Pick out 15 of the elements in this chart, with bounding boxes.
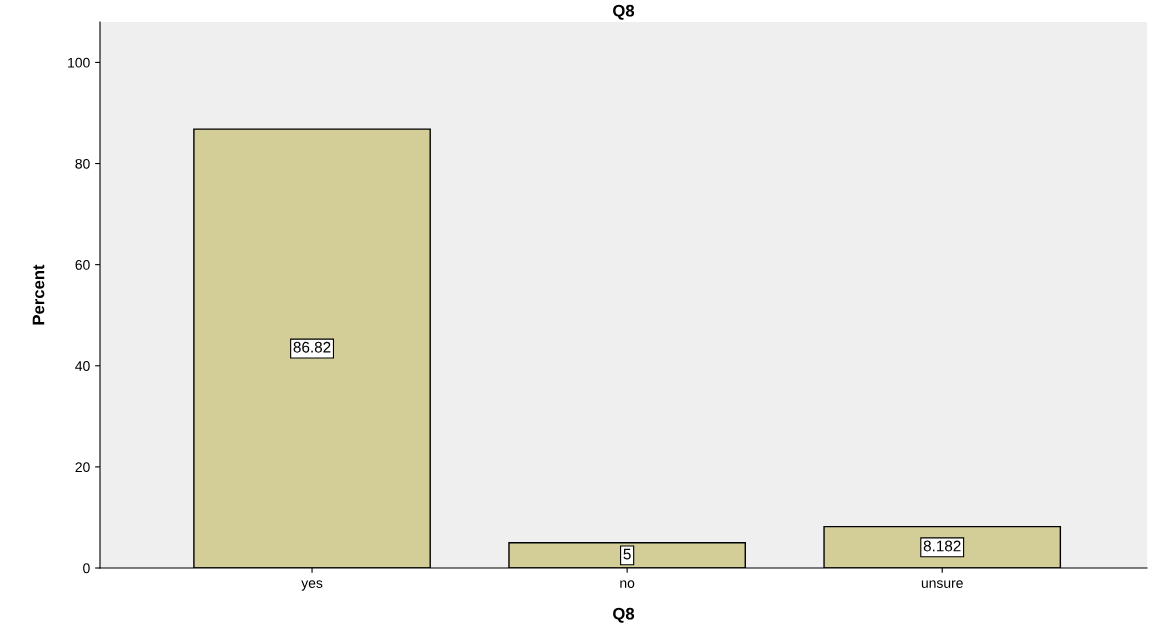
x-tick-label: no: [620, 580, 635, 588]
x-tick-label: yes: [301, 580, 323, 591]
y-tick-label: 0: [83, 563, 90, 574]
data-label: 86.82: [293, 341, 331, 353]
x-axis-title: Q8: [613, 607, 635, 623]
y-tick-label: 20: [75, 462, 90, 473]
data-label: 5: [623, 548, 631, 560]
x-tick-label: unsure: [921, 580, 963, 588]
data-label: 8.182: [923, 540, 961, 552]
chart-title: Q8: [613, 4, 635, 20]
y-tick-label: 80: [75, 158, 90, 169]
y-axis-title: Percent: [32, 264, 45, 325]
y-tick-label: 60: [75, 260, 90, 270]
y-tick-label: 100: [68, 57, 90, 68]
y-tick-label: 40: [75, 361, 90, 371]
